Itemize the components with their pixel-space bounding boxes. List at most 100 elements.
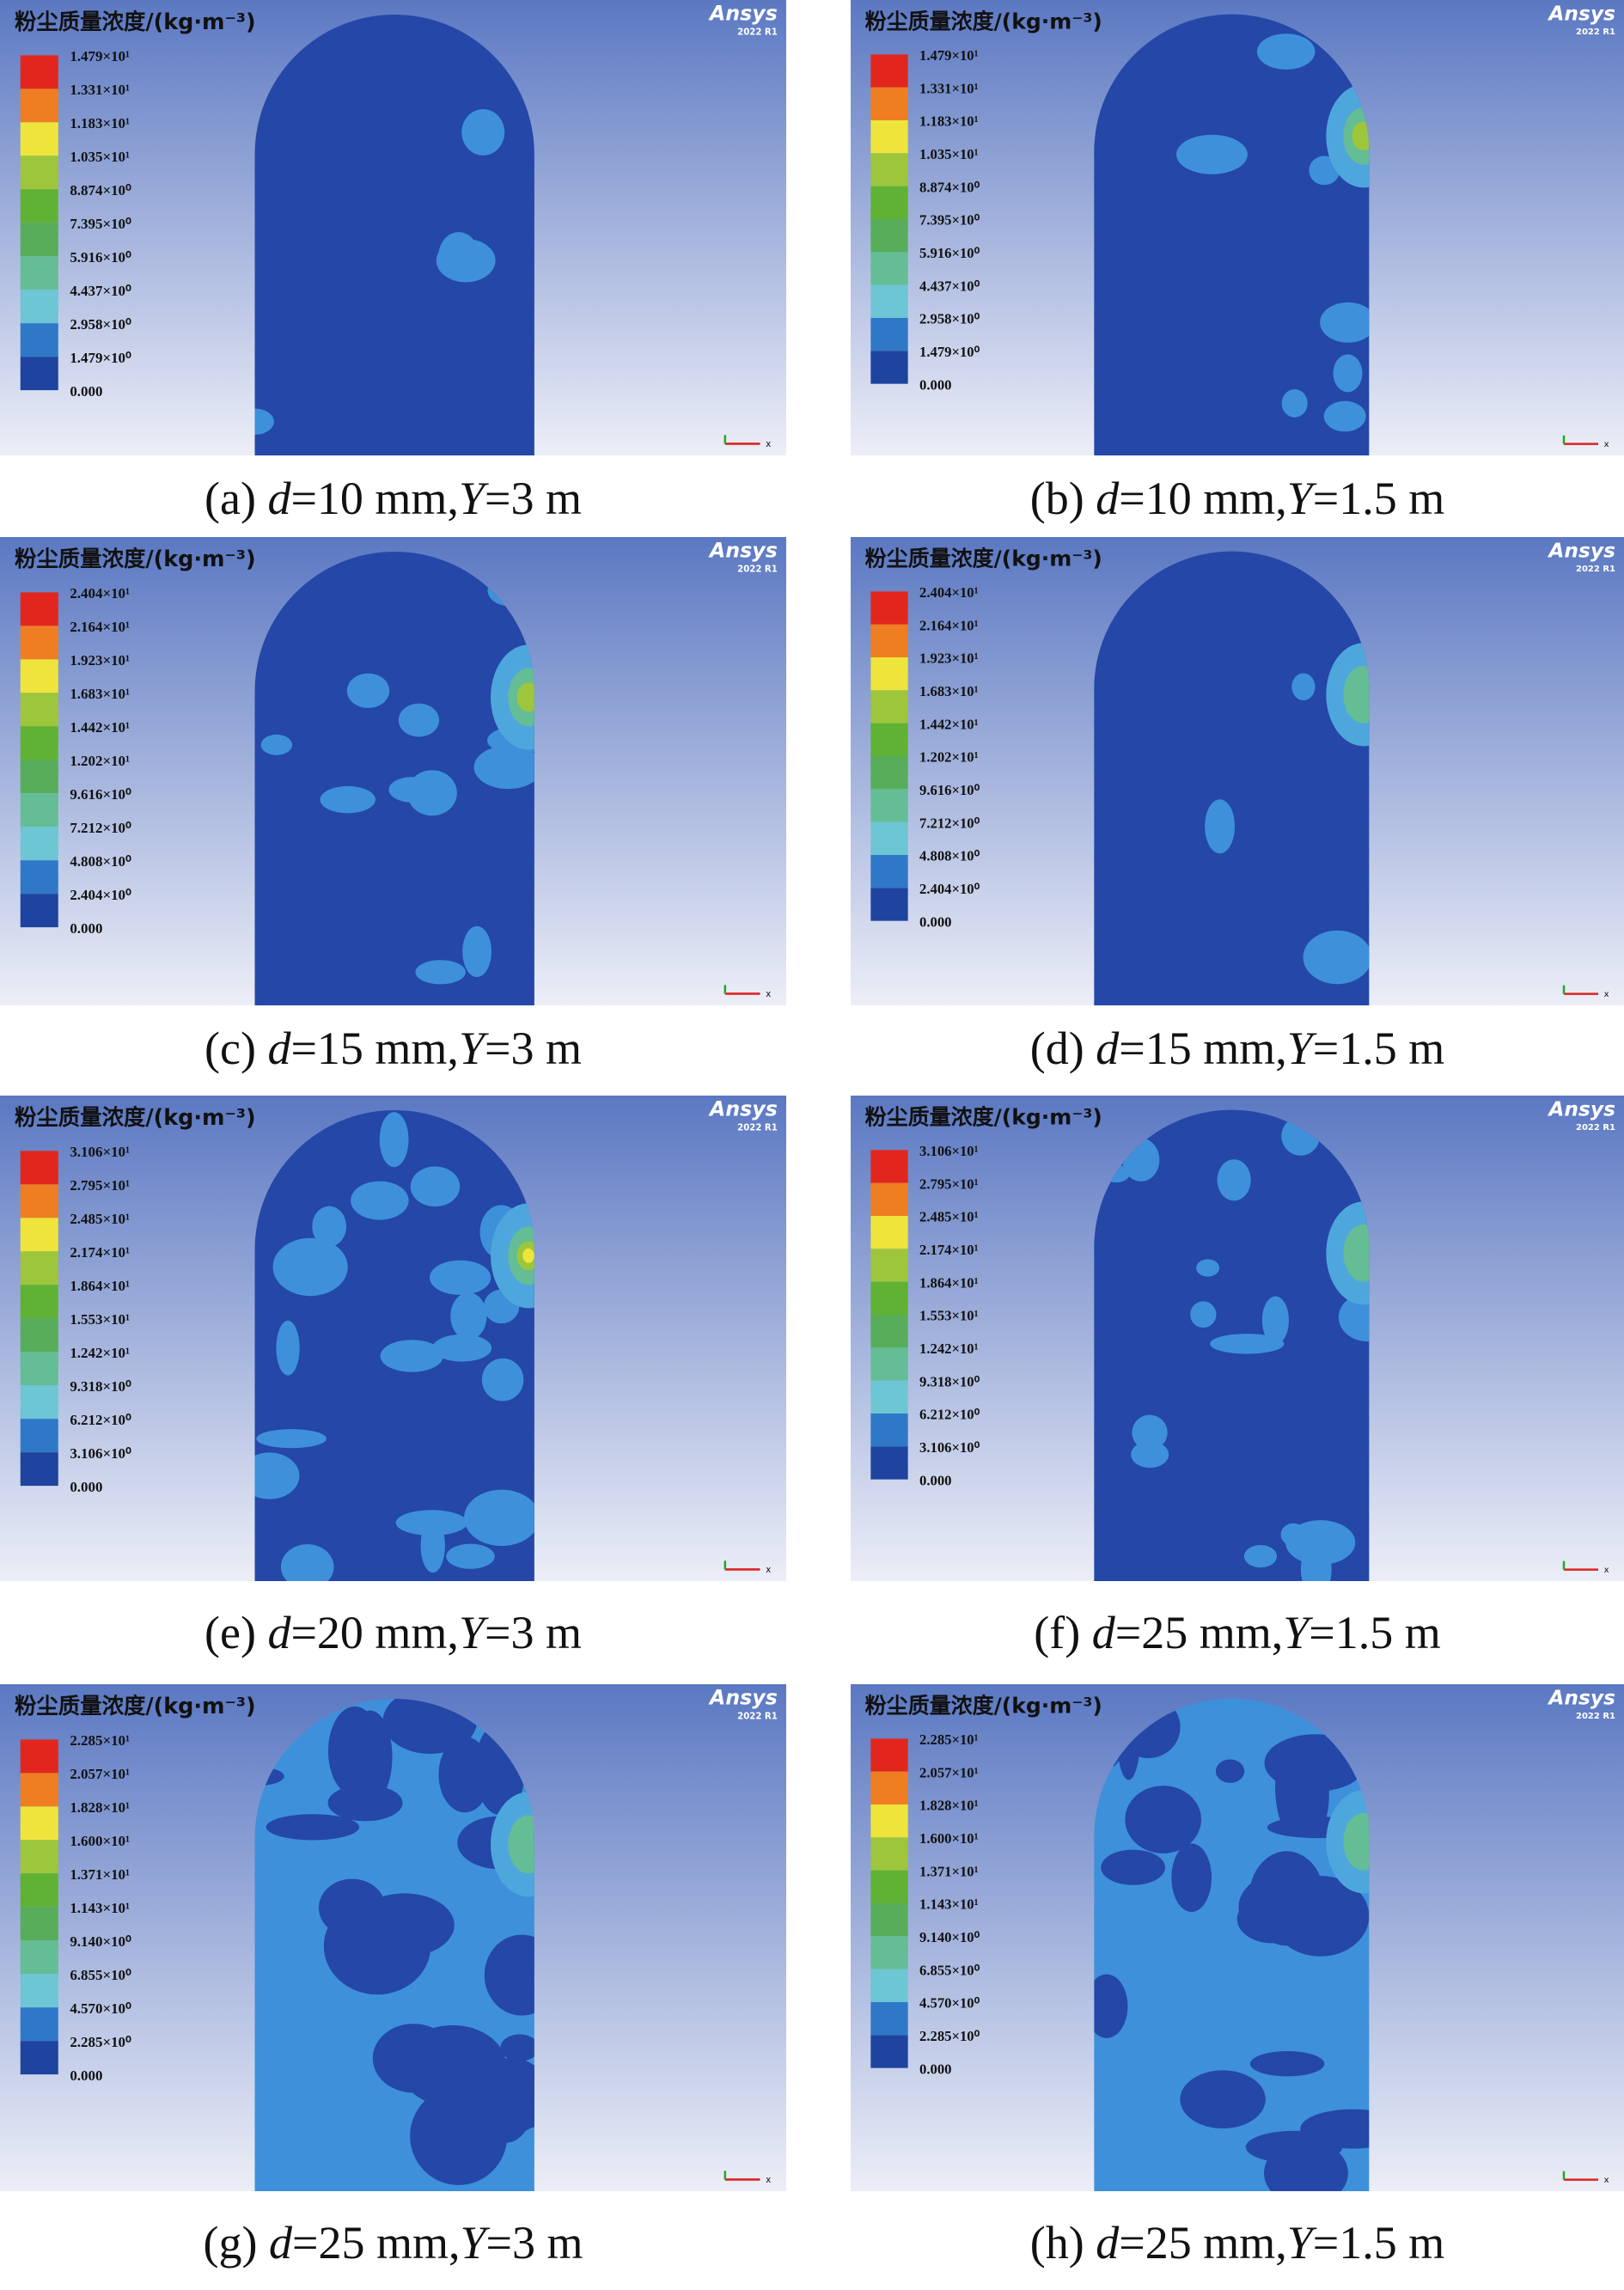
- caption-text: =10 mm,: [1119, 473, 1287, 524]
- logo: Ansys: [708, 539, 778, 563]
- caption-text: d: [267, 473, 291, 524]
- hotspot: [516, 682, 534, 712]
- caption-text: d: [267, 1607, 291, 1658]
- contour-patch: [1256, 34, 1316, 70]
- legend-block: [870, 690, 908, 724]
- legend-label: 1.035×10¹: [70, 149, 130, 165]
- legend-block: [20, 860, 58, 895]
- caption-text: =20 mm,: [290, 1607, 459, 1658]
- legend-block: [20, 357, 58, 391]
- contour-patch: [1300, 1542, 1332, 1581]
- contour-patch: [260, 734, 293, 755]
- contour-patch: [1215, 1759, 1245, 1783]
- contour-patch: [464, 1489, 534, 1547]
- legend-label: 1.479×10⁰: [919, 344, 980, 360]
- legend-label: 7.212×10⁰: [70, 820, 131, 836]
- tunnel-section: [254, 14, 534, 455]
- legend-label: 1.442×10¹: [919, 716, 979, 732]
- legend-label: 1.923×10¹: [70, 652, 130, 669]
- legend-title: 粉尘质量浓度/(kg·m⁻³): [865, 9, 1102, 34]
- caption: (b) d=10 mm,Y=1.5 m: [851, 473, 1624, 524]
- legend-label: 6.212×10⁰: [70, 1412, 131, 1428]
- legend-label: 1.331×10¹: [70, 82, 130, 98]
- contour-plot: 粉尘质量浓度/(kg·m⁻³) 2.285×10¹ 2.057×10¹ 1.828×1…: [0, 1684, 786, 2191]
- legend-label: 9.318×10⁰: [70, 1378, 131, 1395]
- legend-label: 9.616×10⁰: [70, 786, 131, 803]
- legend-label: 1.035×10¹: [919, 146, 979, 162]
- contour-patch: [1320, 302, 1370, 343]
- legend-label: 1.479×10⁰: [70, 350, 131, 366]
- legend-block: [20, 1184, 58, 1218]
- contour-plot: 粉尘质量浓度/(kg·m⁻³) 1.479×10¹ 1.331×10¹ 1.183×1…: [0, 0, 786, 455]
- hotspot: [1343, 666, 1370, 724]
- legend-block: [870, 1969, 908, 2002]
- legend-block: [870, 2002, 908, 2036]
- legend-title: 粉尘质量浓度/(kg·m⁻³): [865, 1693, 1102, 1718]
- legend-block: [870, 318, 908, 351]
- contour-patch: [272, 1237, 348, 1297]
- contour-patch: [1175, 134, 1248, 174]
- legend-block: [870, 723, 908, 756]
- contour-plot: 粉尘质量浓度/(kg·m⁻³) 3.106×10¹ 2.795×10¹ 2.485×1…: [851, 1096, 1624, 1581]
- legend-title: 粉尘质量浓度/(kg·m⁻³): [865, 1104, 1102, 1129]
- caption-text: d: [1096, 1023, 1120, 1074]
- legend-label: 2.795×10¹: [70, 1177, 130, 1194]
- legend-label: 0.000: [919, 2061, 951, 2077]
- caption-text: (d): [1029, 1023, 1096, 1074]
- caption-text: (h): [1029, 2217, 1096, 2269]
- legend-label: 1.371×10¹: [919, 1863, 979, 1879]
- contour-patch: [346, 673, 390, 709]
- caption-text: d: [1091, 1607, 1115, 1658]
- caption-text: =10 mm,: [290, 473, 459, 524]
- legend-label: 2.285×10¹: [70, 1732, 130, 1749]
- contour-patch: [450, 1292, 487, 1340]
- hotspot: [1343, 1224, 1370, 1282]
- legend-block: [870, 1870, 908, 1903]
- legend-label: 4.437×10⁰: [70, 283, 131, 299]
- legend-label: 4.570×10⁰: [919, 1995, 980, 2012]
- legend-block: [20, 290, 58, 324]
- caption-text: Y: [458, 1023, 485, 1074]
- caption-text: =25 mm,: [291, 2217, 461, 2269]
- contour-patch: [1171, 1843, 1212, 1913]
- contour-patch: [1131, 1441, 1169, 1469]
- legend-label: 1.202×10¹: [919, 749, 979, 766]
- legend-block: [20, 189, 58, 223]
- contour-patch: [438, 1737, 491, 1813]
- legend-label: 1.242×10¹: [70, 1345, 130, 1361]
- legend-block: [20, 1419, 58, 1453]
- legend-block: [870, 1216, 908, 1249]
- legend-block: [870, 1936, 908, 1969]
- legend-block: [20, 1385, 58, 1420]
- legend-block: [20, 626, 58, 660]
- legend-block: [870, 1805, 908, 1838]
- legend-block: [20, 1806, 58, 1841]
- legend-block: [870, 591, 908, 625]
- hotspot: [1352, 121, 1370, 150]
- legend-block: [20, 1352, 58, 1386]
- contour-patch: [280, 1544, 334, 1581]
- legend-block: [870, 821, 908, 855]
- legend-label: 1.242×10¹: [919, 1340, 979, 1357]
- legend-title: 粉尘质量浓度/(kg·m⁻³): [15, 1104, 256, 1130]
- legend-label: 1.683×10¹: [919, 683, 979, 699]
- legend-block: [20, 1739, 58, 1774]
- caption-text: d: [1096, 473, 1120, 524]
- contour-panel: 粉尘质量浓度/(kg·m⁻³) 3.106×10¹ 2.795×10¹ 2.485×1…: [851, 1096, 1624, 1581]
- caption: (a) d=10 mm,Y=3 m: [0, 473, 786, 524]
- contour-patch: [429, 2124, 468, 2160]
- legend-label: 2.404×10¹: [70, 585, 130, 602]
- legend-block: [870, 1150, 908, 1183]
- caption: (g) d=25 mm,Y=3 m: [0, 2217, 786, 2269]
- legend-title: 粉尘质量浓度/(kg·m⁻³): [15, 1693, 256, 1719]
- version: 2022 R1: [1576, 1712, 1615, 1721]
- legend-label: 1.331×10¹: [919, 80, 979, 96]
- contour-patch: [351, 1181, 409, 1220]
- legend-title: 粉尘质量浓度/(kg·m⁻³): [865, 546, 1102, 571]
- contour-patch: [1236, 1895, 1307, 1944]
- legend-block: [870, 186, 908, 219]
- legend-label: 2.285×10¹: [919, 1731, 979, 1748]
- contour-patch: [410, 1166, 461, 1207]
- legend-label: 2.057×10¹: [70, 1766, 130, 1782]
- legend-label: 1.479×10¹: [919, 47, 979, 64]
